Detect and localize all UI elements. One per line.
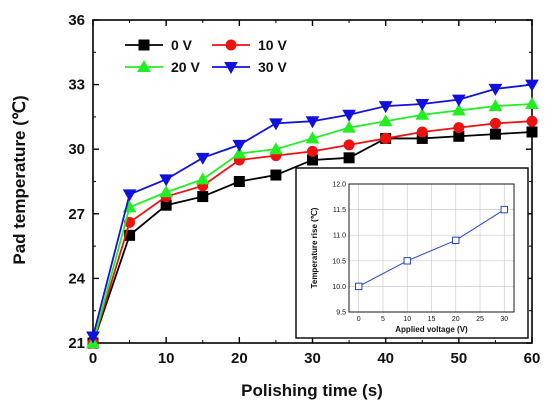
data-point	[195, 152, 210, 165]
inset-data-point	[500, 205, 508, 214]
inset-chart: 0 5 10 15 20 25 30 9.5 10.0 10.5 11.0 11.5 12.0 Appli…	[295, 167, 529, 339]
data-point	[86, 331, 100, 344]
data-point	[489, 128, 501, 140]
data-point	[526, 115, 538, 127]
data-point	[233, 176, 245, 187]
legend-label: 20 V	[171, 59, 200, 75]
x-tick-label: 50	[450, 350, 467, 367]
x-tick-label: 40	[377, 350, 394, 367]
data-point	[343, 139, 355, 151]
data-point	[378, 101, 393, 114]
x-tick-label: 30	[304, 350, 321, 367]
inset-frame	[295, 167, 529, 339]
data-point	[232, 146, 247, 159]
inset-x-tick-label: 5	[381, 316, 385, 323]
inset-plot-frame	[348, 183, 515, 313]
y-axis-title: Pad temperature (℃)	[10, 95, 29, 264]
inset-x-tick-label: 0	[357, 316, 361, 323]
data-point	[122, 189, 137, 202]
inset-y-tick-label: 10.0	[332, 284, 346, 291]
inset-x-axis-title: Applied voltage (V)	[395, 325, 468, 334]
data-point	[343, 152, 355, 164]
data-point	[453, 122, 465, 134]
data-point	[197, 191, 209, 203]
y-tick-label: 27	[68, 206, 85, 223]
inset-data-point	[355, 282, 363, 291]
data-point	[488, 99, 503, 112]
legend-marker	[225, 39, 237, 51]
inset-data-point	[403, 257, 411, 265]
inset-x-tick-label: 30	[500, 316, 508, 323]
data-point	[269, 142, 283, 155]
data-point	[526, 126, 538, 138]
data-point	[415, 98, 430, 111]
data-point	[489, 117, 501, 129]
data-point	[525, 79, 539, 92]
data-point	[307, 145, 318, 157]
data-point	[415, 107, 430, 120]
legend-marker	[137, 59, 151, 72]
y-tick-label: 36	[68, 12, 85, 29]
data-point	[451, 94, 466, 107]
legend: 0 V 10 V 20 V 30 V	[125, 37, 287, 75]
inset-x-tick-label: 10	[403, 316, 411, 323]
data-point	[342, 120, 356, 133]
legend-marker	[138, 39, 150, 51]
y-tick-label: 24	[68, 270, 85, 287]
data-point	[342, 109, 356, 122]
inset-y-axis-title: Temperature rise (℃)	[310, 207, 319, 288]
inset-y-tick-label: 9.5	[336, 310, 346, 317]
data-point	[488, 83, 503, 96]
x-tick-label: 20	[231, 350, 248, 367]
inset-series-line	[358, 209, 505, 287]
data-point	[195, 172, 210, 185]
inset-x-tick-label: 20	[452, 316, 460, 323]
data-point	[451, 103, 466, 116]
data-point	[525, 96, 539, 109]
data-point	[305, 131, 320, 144]
legend-label: 0 V	[171, 37, 193, 53]
x-tick-label: 60	[524, 350, 541, 367]
data-point	[270, 169, 282, 181]
x-tick-label: 0	[89, 350, 97, 367]
inset-x-tick-label: 15	[428, 316, 436, 323]
data-point	[416, 126, 428, 138]
x-tick-label: 10	[158, 350, 175, 367]
data-point	[159, 185, 174, 198]
inset-y-tick-label: 11.0	[333, 233, 346, 240]
inset-y-tick-label: 10.5	[332, 258, 346, 265]
data-point	[380, 132, 392, 144]
inset-data-point	[452, 236, 460, 245]
data-point	[159, 174, 174, 187]
data-point	[305, 116, 320, 129]
y-tick-label: 21	[68, 335, 85, 352]
inset-y-tick-label: 11.5	[333, 207, 346, 214]
inset-x-tick-label: 25	[476, 316, 484, 323]
data-point	[378, 114, 393, 127]
inset-y-tick-label: 12.0	[332, 182, 346, 189]
legend-marker	[224, 62, 238, 75]
data-point	[269, 118, 283, 131]
y-tick-label: 33	[68, 77, 85, 94]
legend-label: 30 V	[258, 59, 287, 75]
data-point	[124, 229, 136, 241]
x-axis-title: Polishing time (s)	[241, 381, 383, 400]
data-point	[232, 139, 247, 152]
y-tick-label: 30	[68, 141, 85, 158]
legend-label: 10 V	[258, 37, 287, 53]
